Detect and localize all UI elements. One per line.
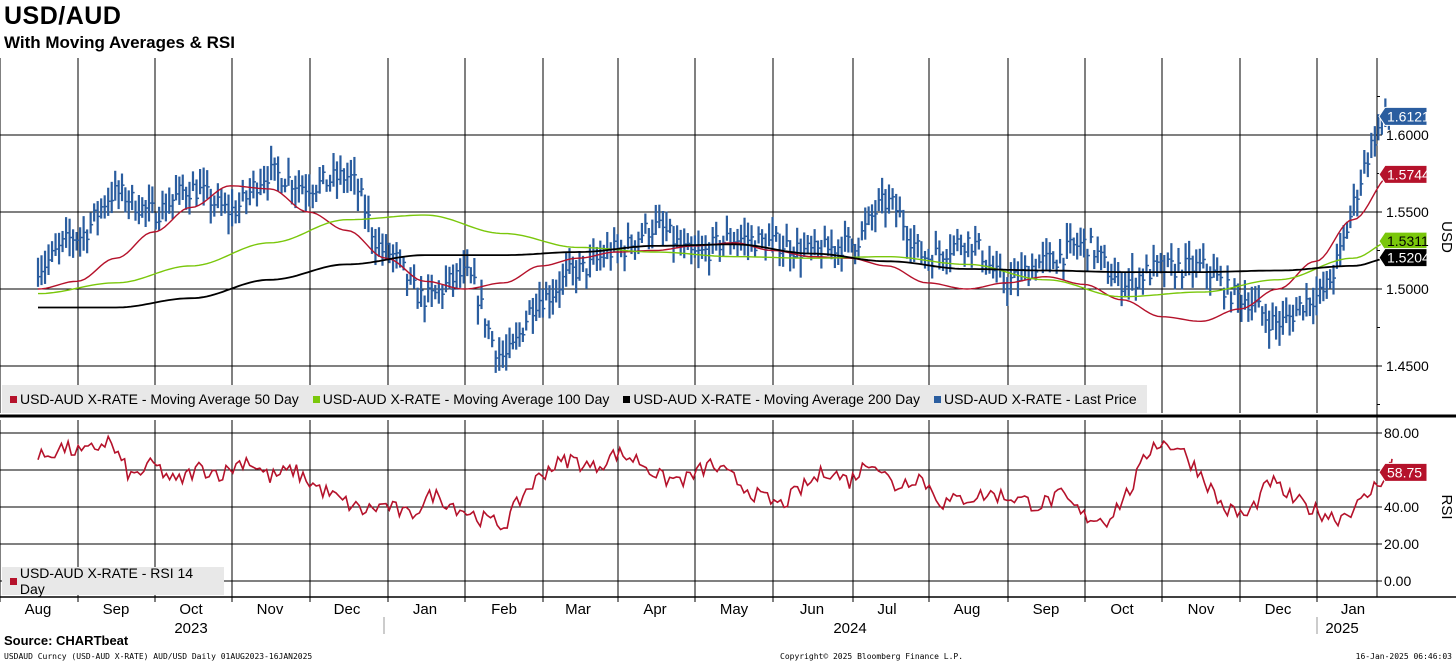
legend-label: USD-AUD X-RATE - RSI 14 Day (19, 565, 194, 597)
legend-label: USD-AUD X-RATE - Moving Average 200 Day (633, 391, 920, 407)
flag-ma200-box (1378, 248, 1428, 268)
legend-item-3: USD-AUD X-RATE - Last Price (926, 391, 1137, 407)
legend-item-2: USD-AUD X-RATE - Moving Average 200 Day (615, 391, 920, 407)
ylabel-price: USD (1438, 221, 1455, 253)
flag-ma100-box (1378, 231, 1428, 251)
legend-swatch (10, 395, 17, 403)
xtick-label-12: Aug (954, 601, 981, 618)
year-label-1: 2024 (833, 620, 866, 637)
flag-last-price-value: 1.6121 (1387, 108, 1430, 124)
ytick-label-rsi-2: 40.00 (1384, 499, 1419, 515)
flag-last-price-box (1378, 106, 1428, 126)
xtick-label-15: Nov (1188, 601, 1215, 618)
xtick-label-10: Jun (800, 601, 824, 618)
legend-swatch (933, 395, 941, 403)
ytick-label-rsi-1: 20.00 (1384, 536, 1419, 552)
ytick-label-rsi-4: 80.00 (1384, 425, 1419, 441)
ytick-label-price-3: 1.6000 (1386, 127, 1429, 143)
legend-label: USD-AUD X-RATE - Last Price (943, 391, 1137, 407)
xtick-label-8: Apr (643, 601, 666, 618)
legend-item-0: USD-AUD X-RATE - Moving Average 50 Day (2, 391, 299, 407)
rsi-line (37, 434, 1393, 531)
flag-rsi-box (1378, 462, 1428, 482)
legend-item-1: USD-AUD X-RATE - Moving Average 100 Day (305, 391, 610, 407)
chart-title: USD/AUD (4, 2, 122, 30)
flag-rsi: 58.75 (1378, 462, 1428, 482)
ticker-info: USDAUD Curncy (USD-AUD X-RATE) AUD/USD D… (4, 652, 313, 661)
ylabel-rsi: RSI (1438, 494, 1455, 519)
xtick-label-13: Sep (1033, 601, 1060, 618)
flag-ma200: 1.5204 (1378, 248, 1430, 268)
ma200-line (38, 243, 1393, 309)
copyright-note: Copyright© 2025 Bloomberg Finance L.P. (780, 652, 964, 661)
year-label-0: 2023 (174, 620, 207, 637)
legend-label: USD-AUD X-RATE - Moving Average 100 Day (322, 391, 610, 407)
legend-swatch (312, 395, 320, 403)
legend-item-0: USD-AUD X-RATE - RSI 14 Day (2, 565, 218, 597)
xtick-label-7: Mar (565, 601, 591, 618)
year-label-2: 2025 (1325, 620, 1358, 637)
price-legend: USD-AUD X-RATE - Moving Average 50 Day US… (2, 385, 1147, 413)
flag-ma50-value: 1.5744 (1387, 166, 1430, 182)
flag-ma50-box (1378, 164, 1428, 184)
flag-last-price: 1.6121 (1378, 106, 1430, 126)
flag-ma100: 1.5311 (1378, 231, 1429, 251)
xtick-label-4: Dec (334, 601, 361, 618)
ytick-label-price-2: 1.5500 (1386, 204, 1429, 220)
xtick-label-2: Oct (179, 601, 203, 618)
xtick-label-11: Jul (877, 601, 896, 618)
ytick-label-rsi-0: 0.00 (1384, 573, 1411, 589)
chart-subtitle: With Moving Averages & RSI (4, 33, 235, 52)
price-bars (36, 98, 1392, 373)
xtick-label-17: Jan (1341, 601, 1365, 618)
timestamp: 16-Jan-2025 06:46:03 (1355, 652, 1452, 661)
xtick-label-14: Oct (1110, 601, 1134, 618)
xtick-label-9: May (720, 601, 749, 618)
source-note: Source: CHARTbeat (4, 633, 129, 648)
legend-swatch (623, 395, 631, 403)
ytick-label-price-0: 1.4500 (1386, 358, 1429, 374)
flag-ma200-value: 1.5204 (1387, 250, 1430, 266)
xtick-label-16: Dec (1265, 601, 1292, 618)
flag-ma50: 1.5744 (1378, 164, 1430, 184)
flag-rsi-value: 58.75 (1387, 464, 1422, 480)
ma100-line (38, 214, 1393, 298)
xtick-label-5: Jan (413, 601, 437, 618)
xtick-label-1: Sep (103, 601, 130, 618)
flag-ma100-value: 1.5311 (1387, 233, 1429, 249)
ytick-label-price-1: 1.5000 (1386, 281, 1429, 297)
legend-label: USD-AUD X-RATE - Moving Average 50 Day (20, 391, 299, 407)
xtick-label-6: Feb (491, 601, 517, 618)
legend-swatch (10, 577, 17, 585)
rsi-legend: USD-AUD X-RATE - RSI 14 Day (2, 565, 224, 597)
xtick-label-3: Nov (257, 601, 284, 618)
xtick-label-0: Aug (25, 601, 52, 618)
